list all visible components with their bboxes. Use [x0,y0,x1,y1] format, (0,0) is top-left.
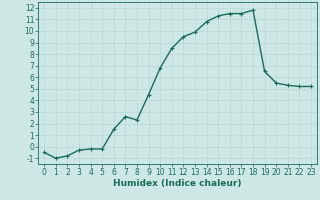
X-axis label: Humidex (Indice chaleur): Humidex (Indice chaleur) [113,179,242,188]
